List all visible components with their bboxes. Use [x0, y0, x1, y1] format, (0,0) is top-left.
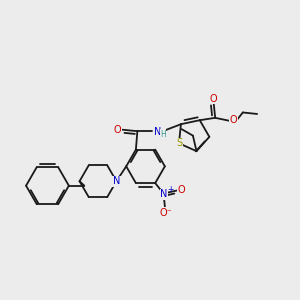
Text: H: H	[160, 130, 166, 139]
Text: O: O	[178, 184, 185, 195]
Text: N: N	[160, 189, 168, 200]
Text: O: O	[114, 125, 121, 135]
Text: +: +	[167, 185, 173, 194]
Text: O: O	[209, 94, 217, 103]
Text: S: S	[176, 138, 182, 148]
Text: N: N	[113, 176, 120, 186]
Text: O⁻: O⁻	[160, 208, 172, 218]
Text: O: O	[230, 115, 237, 125]
Text: N: N	[154, 127, 161, 137]
